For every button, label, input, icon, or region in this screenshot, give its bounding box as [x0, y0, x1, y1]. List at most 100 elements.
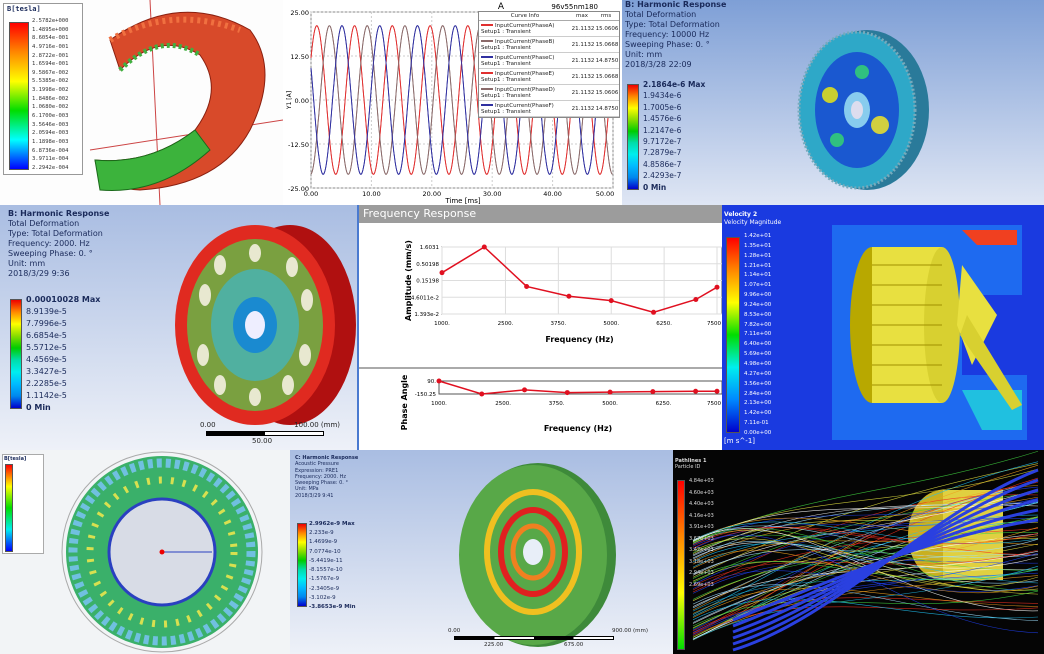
pathline — [692, 597, 1039, 632]
series-max: 21.1132 — [571, 25, 595, 32]
legend-header: max — [576, 13, 588, 19]
x-tick-label: 5000. — [602, 401, 618, 407]
legend-value: -2.3405e-9 — [309, 585, 340, 592]
info-line: 2018/3/29 9:41 — [295, 492, 334, 499]
legend-row[interactable]: InputCurrent(PhaseD) Setup1 : Transient 21… — [479, 85, 619, 101]
magnetic-field-view: B[tesla] 2.5782e+000 1.4895e+000 8.6054e-0… — [0, 0, 283, 205]
legend-value: 1.2147e-6 — [643, 125, 682, 135]
x-tick-label: 3750. — [549, 401, 565, 407]
legend-row[interactable]: InputCurrent(PhaseF) Setup1 : Transient 21… — [479, 101, 619, 117]
harmonic-response-10000hz: B: Harmonic Response Total Deformation Typ… — [622, 0, 1044, 205]
legend-value: 4.4569e-5 — [26, 355, 67, 364]
legend-value: 6.1700e-003 — [32, 113, 69, 120]
panel-heading: Pathlines 1 — [675, 458, 707, 464]
legend-value: 1.4895e+000 — [32, 26, 69, 33]
color-bar — [627, 84, 639, 190]
info-line: Unit: mm — [625, 50, 663, 59]
legend-value: 7.7996e-5 — [26, 319, 67, 328]
info-line: Total Deformation — [8, 219, 80, 228]
info-line: Particle ID — [675, 464, 701, 471]
y-tick-label: -25.00 — [288, 185, 309, 193]
x-tick-label: 1000. — [431, 401, 447, 407]
legend-row[interactable]: InputCurrent(PhaseA) Setup1 : Transient 21… — [479, 21, 619, 37]
legend-value: 1.8486e-002 — [32, 95, 69, 102]
legend-title: B[tesla] — [7, 5, 41, 13]
legend-value: 2.0594e-003 — [32, 130, 69, 137]
pathline — [692, 543, 1039, 584]
acoustic-disc-model — [459, 463, 616, 647]
legend-value: 7.82e+00 — [744, 321, 772, 328]
legend-value: 3.91e+03 — [689, 524, 714, 531]
info-line: Sweeping Phase: 0. ° — [625, 40, 710, 49]
x-tick-label: 50.00 — [596, 190, 615, 198]
legend-row[interactable]: InputCurrent(PhaseB) Setup1 : Transient 21… — [479, 37, 619, 53]
panel-heading: C: Harmonic Response — [295, 455, 359, 461]
series-swatch — [481, 56, 493, 58]
pathline — [692, 559, 1039, 594]
y-axis-label: Amplitude (mm/s) — [404, 240, 413, 321]
legend-value: 2.8722e-001 — [32, 52, 69, 59]
scale-start: 0.00 — [200, 421, 216, 429]
pathline — [732, 518, 1039, 622]
y-axis-label: Y1 [A] — [286, 91, 293, 110]
x-tick-label: 2500. — [495, 401, 511, 407]
series-swatch — [481, 104, 493, 106]
data-point — [481, 244, 487, 250]
y-tick-label: 4.6011e-2 — [411, 295, 439, 301]
info-line: Frequency: 10000 Hz — [625, 30, 710, 39]
series-swatch — [481, 24, 493, 26]
legend-value: -1.5767e-9 — [309, 576, 340, 583]
legend-row[interactable]: InputCurrent(PhaseC) Setup1 : Transient 21… — [479, 53, 619, 69]
scale-end: 900.00 (mm) — [612, 628, 648, 634]
pathline — [692, 461, 1039, 615]
legend-value: 8.53e+00 — [744, 311, 772, 318]
harmonic-response-2000hz: B: Harmonic Response Total Deformation Typ… — [0, 205, 357, 450]
legend-header: Curve Info — [510, 13, 540, 19]
project-name: 96v55nm180 — [551, 3, 598, 11]
frequency-response-charts: 1.6031 0.50198 0.15198 4.6011e-2 1.393e-2 100… — [359, 240, 722, 433]
info-line: Frequency: 2000. Hz — [8, 239, 90, 248]
legend-title: B[tesla] — [4, 456, 27, 462]
info-line: 2018/3/29 9:36 — [8, 269, 70, 278]
legend-value: 7.0774e-10 — [309, 548, 341, 555]
pathline — [692, 542, 1039, 569]
legend-value: 4.8586e-7 — [643, 159, 682, 169]
legend-value: 3.56e+00 — [744, 380, 772, 387]
legend-value: 1.4699e-9 — [309, 539, 338, 546]
legend-value: 4.9716e-001 — [32, 43, 69, 50]
legend-value: 1.21e+01 — [744, 262, 772, 269]
info-line: Unit: mm — [8, 259, 46, 268]
legend-value: 2.94e+03 — [689, 570, 714, 577]
legend-value: 0.00010028 Max — [26, 295, 101, 304]
data-point — [608, 298, 614, 304]
frequency-response-panel: Frequency Response 1.6031 0.50198 0.15198 4… — [357, 205, 722, 450]
legend-value: 1.0680e-002 — [32, 104, 69, 111]
legend-row[interactable]: InputCurrent(PhaseE) Setup1 : Transient 21… — [479, 69, 619, 85]
velocity-magnitude-view: Velocity 2 Velocity Magnitude 1.42e+01 1.3… — [722, 205, 1044, 450]
x-tick-label: 2500. — [498, 321, 514, 327]
legend-value: 0 Min — [643, 182, 667, 192]
series-max: 21.1132 — [571, 105, 595, 112]
pathline — [692, 532, 1039, 629]
x-tick-label: 0.00 — [304, 190, 318, 198]
info-line: 2018/3/28 22:09 — [625, 60, 692, 69]
legend-value: 9.7172e-7 — [643, 136, 682, 146]
series-rms: 14.8750 — [595, 57, 619, 64]
pathline — [692, 549, 1039, 587]
pathline — [692, 538, 1039, 588]
series-rms: 15.0668 — [595, 41, 619, 48]
series-rms: 15.0668 — [595, 73, 619, 80]
series-name: InputCurrent(PhaseA) — [495, 22, 555, 29]
info-line: Frequency: 2000. Hz — [295, 473, 347, 480]
pathline — [692, 527, 1039, 556]
series-line — [441, 246, 718, 314]
legend-value: 3.3427e-5 — [26, 367, 67, 376]
pathline — [692, 530, 1039, 591]
legend-value: 2.2942e-004 — [32, 164, 69, 171]
y-tick-label: 0.00 — [295, 97, 309, 105]
y-tick-label: 12.50 — [290, 53, 309, 61]
legend-value: 5.5385e-002 — [32, 78, 69, 85]
wheel-model — [797, 30, 929, 190]
legend-value: 7.11e-01 — [744, 420, 769, 427]
legend-value: 1.42e+00 — [744, 410, 772, 417]
